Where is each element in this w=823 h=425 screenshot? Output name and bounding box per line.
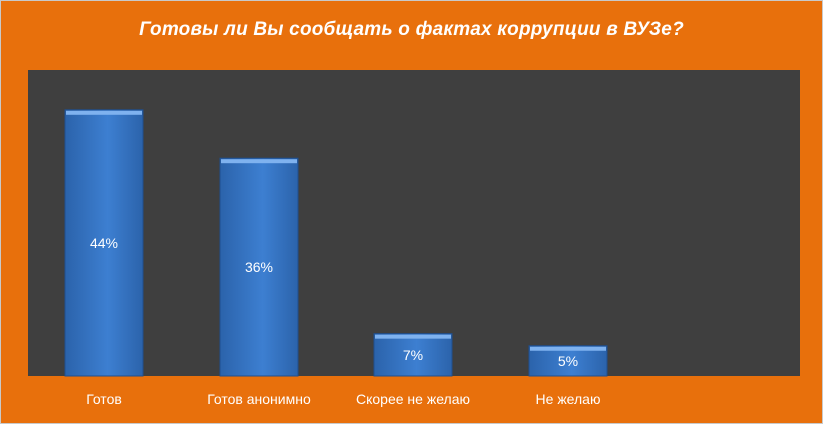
data-label-3: 7% — [403, 347, 423, 363]
category-label-3: Скорее не желаю — [356, 391, 470, 407]
bar-highlight-1 — [66, 110, 142, 115]
bar-1 — [64, 109, 144, 377]
category-label-1: Готов — [86, 391, 122, 407]
bar-highlight-3 — [375, 334, 451, 339]
bar-2 — [219, 157, 299, 377]
bar-highlight-4 — [530, 346, 606, 351]
bar-3 — [373, 333, 453, 377]
category-label-4: Не желаю — [535, 391, 601, 407]
bar-highlight-2 — [221, 159, 297, 164]
data-label-4: 5% — [558, 353, 578, 369]
data-label-2: 36% — [245, 259, 273, 275]
category-label-2: Готов анонимно — [207, 391, 311, 407]
chart-title: Готовы ли Вы сообщать о фактах коррупции… — [139, 19, 684, 40]
plot-area — [28, 70, 800, 376]
data-label-1: 44% — [90, 235, 118, 251]
bar-4 — [528, 345, 608, 377]
